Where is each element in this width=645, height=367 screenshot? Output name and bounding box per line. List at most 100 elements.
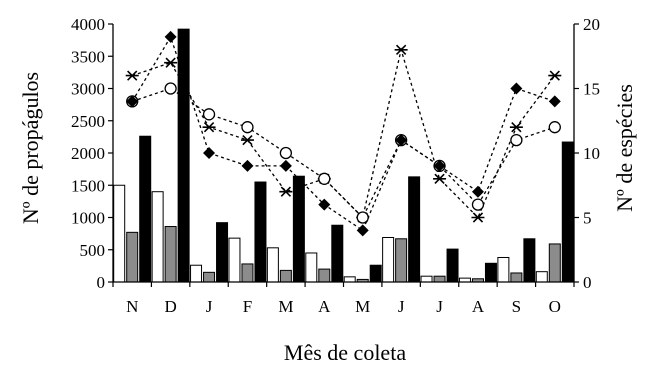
x-tick-label-0: N: [126, 297, 138, 316]
marker-star-3: [240, 134, 254, 146]
marker-diamond-3: [241, 159, 254, 172]
y2-axis-title: Nº de espécies: [612, 84, 637, 212]
marker-diamond-5: [318, 198, 331, 211]
bar-black-0: [139, 135, 152, 283]
bar-gray-1: [164, 226, 177, 283]
bar-white-11: [535, 271, 548, 283]
bar-gray-5: [318, 268, 331, 283]
marker-star-7: [394, 44, 408, 55]
x-tick-label-8: J: [436, 297, 443, 316]
line-circle: [132, 87, 555, 219]
bar-black-11: [561, 141, 574, 283]
marker-diamond-0: [126, 95, 139, 108]
marker-star-4: [279, 186, 293, 197]
y-tick-label-0: 0: [97, 273, 106, 292]
bar-black-10: [523, 238, 536, 283]
marker-circle-1: [164, 82, 177, 95]
y2-tick-label-4: 20: [583, 15, 600, 34]
marker-diamond-7: [395, 134, 408, 147]
bar-black-9: [484, 262, 497, 283]
bar-black-7: [408, 176, 421, 283]
marker-circle-11: [548, 121, 561, 134]
x-tick-label-1: D: [164, 297, 176, 316]
marker-diamond-1: [164, 30, 177, 43]
marker-star-10: [509, 122, 523, 133]
marker-circle-10: [510, 133, 523, 147]
y-tick-label-3: 1500: [71, 176, 105, 195]
x-tick-label-10: S: [512, 297, 521, 316]
y-tick-label-5: 2500: [71, 112, 105, 131]
bar-gray-4: [279, 269, 292, 283]
marker-diamond-6: [356, 224, 369, 237]
x-tick-label-5: A: [318, 297, 331, 316]
bar-gray-8: [433, 275, 446, 283]
marker-diamond-9: [471, 185, 484, 198]
y-axis-title: Nº de propágulos: [18, 72, 43, 224]
y2-tick-label-0: 0: [583, 273, 592, 292]
marker-circle-4: [279, 146, 293, 160]
bar-black-6: [369, 264, 382, 283]
x-tick-label-4: M: [278, 297, 293, 316]
bar-white-3: [228, 237, 241, 283]
marker-diamond-4: [279, 159, 292, 172]
x-tick-label-2: J: [206, 297, 213, 316]
y-tick-label-2: 1000: [71, 209, 105, 228]
bar-gray-2: [203, 271, 216, 283]
marker-circle-6: [356, 211, 369, 224]
bar-gray-10: [510, 272, 523, 283]
bar-white-10: [497, 256, 510, 283]
bar-gray-0: [126, 231, 139, 283]
marker-circle-2: [202, 108, 216, 121]
bar-white-5: [305, 252, 318, 283]
bar-gray-7: [395, 238, 408, 283]
y-tick-label-4: 2000: [71, 144, 105, 163]
y-tick-label-6: 3000: [71, 80, 105, 99]
y-tick-label-1: 500: [80, 241, 106, 260]
bar-black-8: [446, 248, 459, 283]
tick-labels-layer: 0 500 1000 1500 2000 2500 3000 3500 4000 0 5 10 15 20…: [71, 15, 600, 316]
marker-circle-3: [241, 121, 254, 134]
y-tick-label-8: 4000: [71, 15, 105, 34]
marker-star-1: [164, 57, 178, 68]
marker-diamond-2: [203, 147, 216, 159]
bar-black-3: [254, 181, 267, 283]
x-tick-label-6: M: [355, 297, 370, 316]
marker-circle-5: [318, 172, 331, 185]
x-axis-title: Mês de coleta: [284, 340, 406, 365]
marker-star-9: [471, 212, 485, 223]
bar-gray-11: [548, 243, 561, 283]
line-diamond: [131, 35, 555, 232]
bar-black-2: [216, 222, 229, 283]
x-tick-label-11: O: [549, 297, 561, 316]
y2-tick-label-2: 10: [583, 144, 600, 163]
bar-black-4: [292, 175, 305, 283]
marker-star-8: [433, 173, 447, 184]
marker-diamond-11: [548, 95, 561, 108]
bar-white-7: [382, 236, 395, 283]
axes-layer: [108, 23, 579, 287]
bar-gray-3: [241, 263, 254, 283]
bars-layer: [113, 28, 574, 283]
x-tick-label-9: A: [472, 297, 485, 316]
bar-white-4: [266, 247, 279, 283]
y-tick-label-7: 3500: [71, 47, 105, 66]
marker-circle-9: [471, 198, 485, 211]
marker-star-2: [202, 122, 216, 133]
bar-white-1: [151, 191, 164, 283]
bar-white-6: [343, 276, 356, 283]
marker-star-11: [548, 70, 562, 81]
bar-white-0: [113, 184, 126, 283]
x-tick-label-7: J: [398, 297, 405, 316]
lines-layer: [125, 30, 562, 237]
line-star: [132, 47, 556, 219]
marker-diamond-8: [433, 159, 446, 172]
bar-white-8: [420, 275, 433, 283]
y2-tick-label-1: 5: [583, 209, 592, 228]
bar-white-2: [190, 264, 203, 283]
bar-black-1: [177, 28, 190, 283]
bar-black-5: [331, 224, 344, 283]
y2-tick-label-3: 15: [583, 80, 600, 99]
marker-diamond-10: [510, 82, 523, 95]
marker-star-0: [125, 70, 139, 81]
